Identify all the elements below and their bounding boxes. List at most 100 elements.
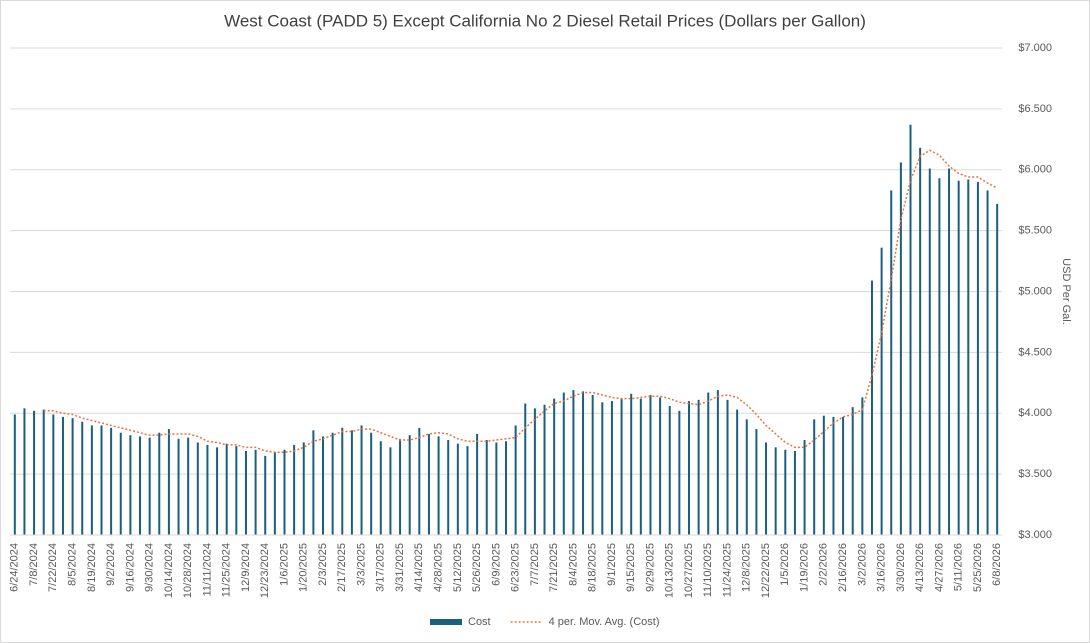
bar	[986, 190, 989, 535]
bar	[456, 443, 459, 535]
bar	[399, 438, 402, 535]
x-tick-label: 5/25/2026	[972, 543, 984, 592]
x-tick-label: 11/24/2025	[721, 543, 733, 597]
x-tick-label: 2/3/2025	[317, 543, 329, 586]
x-tick-label: 5/11/2026	[953, 543, 965, 591]
bar	[832, 416, 835, 535]
y-tick-label: $3.000	[1018, 529, 1052, 541]
bar	[842, 416, 845, 535]
bar	[61, 416, 64, 535]
x-tick-label: 3/2/2026	[856, 543, 868, 586]
x-tick-label: 9/30/2024	[144, 543, 156, 592]
bar	[485, 440, 488, 535]
bar	[678, 410, 681, 535]
bar	[822, 415, 825, 535]
bar	[533, 408, 536, 535]
bar	[668, 405, 671, 535]
bar	[938, 178, 941, 535]
bar	[100, 425, 103, 535]
x-tick-label: 3/17/2025	[375, 543, 387, 592]
bar	[707, 392, 710, 535]
bar	[158, 432, 161, 535]
bar	[967, 179, 970, 536]
bar	[610, 401, 613, 535]
y-tick-label: $3.500	[1018, 468, 1052, 480]
bar	[620, 398, 623, 535]
x-tick-label: 10/28/2024	[182, 543, 194, 598]
x-tick-label: 1/5/2026	[779, 543, 791, 586]
bar	[119, 432, 122, 535]
bar	[322, 436, 325, 535]
bar	[861, 397, 864, 535]
bar	[216, 447, 219, 535]
bar	[976, 181, 979, 536]
x-tick-label: 9/2/2024	[105, 543, 117, 586]
x-tick-label: 4/13/2026	[914, 543, 926, 592]
y-axis-label: USD Per Gal.	[1060, 258, 1072, 325]
x-tick-label: 4/27/2026	[933, 543, 945, 592]
bar	[697, 399, 700, 535]
x-tick-label: 8/4/2025	[567, 543, 579, 586]
y-tick-label: $5.500	[1018, 225, 1052, 237]
bar	[13, 414, 16, 535]
bar	[110, 427, 113, 535]
bar	[793, 450, 796, 535]
bar	[899, 162, 902, 535]
bar	[505, 441, 507, 535]
bar	[418, 427, 421, 535]
x-tick-label: 4/14/2025	[413, 543, 425, 592]
x-tick-label: 3/16/2026	[876, 543, 888, 592]
bar	[716, 390, 719, 535]
x-tick-label: 9/1/2025	[606, 543, 618, 586]
x-tick-label: 6/8/2026	[991, 543, 1003, 586]
bar	[389, 447, 392, 535]
bar	[90, 425, 93, 535]
bar	[880, 247, 883, 536]
y-tick-label: $6.000	[1018, 164, 1052, 176]
bar	[33, 410, 36, 535]
bar	[408, 435, 411, 535]
bar	[639, 398, 642, 535]
bar	[736, 409, 739, 535]
x-tick-label: 9/15/2025	[625, 543, 637, 592]
bar	[909, 124, 912, 535]
bar	[331, 432, 334, 535]
x-tick-label: 2/16/2026	[837, 543, 849, 592]
bar	[543, 404, 546, 535]
bar	[177, 438, 180, 535]
bar	[726, 399, 729, 535]
bar	[948, 168, 951, 535]
x-tick-label: 6/23/2025	[510, 543, 522, 592]
x-tick-label: 3/31/2025	[394, 543, 406, 592]
bar	[765, 442, 768, 535]
bar	[687, 401, 690, 535]
bar	[813, 419, 816, 535]
x-tick-label: 3/30/2026	[895, 543, 907, 592]
x-tick-label: 9/16/2024	[124, 543, 136, 592]
bar	[495, 442, 498, 535]
bar	[350, 430, 353, 535]
bar	[167, 429, 170, 535]
bar	[360, 425, 363, 535]
bar	[851, 407, 854, 535]
bar	[447, 440, 450, 535]
x-tick-label: 4/28/2025	[432, 543, 444, 592]
bar	[427, 433, 430, 535]
bar	[784, 449, 787, 535]
x-tick-label: 1/19/2026	[798, 543, 810, 592]
bar	[774, 447, 777, 535]
y-tick-label: $6.500	[1018, 103, 1052, 115]
x-tick-label: 7/22/2024	[47, 543, 59, 592]
bar	[379, 441, 382, 535]
x-tick-label: 8/19/2024	[86, 543, 98, 592]
y-tick-label: $5.000	[1018, 285, 1052, 297]
bar	[196, 442, 199, 535]
bar	[71, 418, 74, 535]
bar	[582, 391, 585, 535]
bar	[206, 444, 209, 535]
bar	[139, 436, 142, 535]
y-tick-label: $4.500	[1018, 346, 1052, 358]
bar	[81, 421, 84, 535]
bar	[649, 394, 652, 535]
